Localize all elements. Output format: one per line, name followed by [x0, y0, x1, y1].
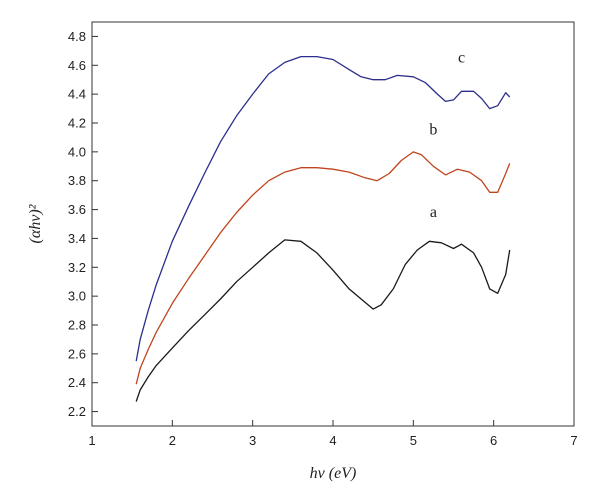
x-axis-label: hν (eV) — [310, 465, 357, 482]
y-tick-label: 4.0 — [68, 144, 86, 159]
series-labels: a b c — [429, 49, 465, 220]
x-axis-ticks: 1 2 3 4 5 6 7 — [88, 420, 578, 448]
y-tick-label: 2.2 — [68, 404, 86, 419]
y-tick-label: 3.6 — [68, 202, 86, 217]
x-tick-label: 7 — [570, 433, 577, 448]
x-tick-label: 6 — [490, 433, 497, 448]
x-tick-label: 4 — [329, 433, 336, 448]
y-tick-label: 3.4 — [68, 231, 86, 246]
y-tick-label: 4.6 — [68, 58, 86, 73]
series-line-b — [135, 151, 511, 385]
y-tick-label: 2.6 — [68, 346, 86, 361]
series-label-c: c — [458, 49, 465, 66]
y-tick-label: 2.4 — [68, 375, 86, 390]
x-tick-label: 5 — [410, 433, 417, 448]
y-tick-label: 2.8 — [68, 318, 86, 333]
x-tick-label: 1 — [88, 433, 95, 448]
y-axis-ticks: 2.2 2.4 2.6 2.8 3.0 3.2 3.4 3.6 3.8 4.0 4.2 4.4 4.6 4… — [68, 29, 98, 419]
series-lines — [135, 55, 511, 402]
y-tick-label: 4.8 — [68, 29, 86, 44]
y-tick-label: 4.2 — [68, 116, 86, 131]
series-label-a: a — [430, 204, 437, 221]
x-tick-label: 3 — [249, 433, 256, 448]
y-axis-label: (αhν)² — [27, 203, 44, 243]
series-line-a — [135, 239, 511, 402]
series-label-b: b — [429, 122, 437, 139]
y-tick-label: 3.2 — [68, 260, 86, 275]
y-tick-label: 3.0 — [68, 289, 86, 304]
series-line-c — [135, 55, 511, 362]
x-tick-label: 2 — [169, 433, 176, 448]
y-tick-label: 3.8 — [68, 173, 86, 188]
plot-frame — [91, 21, 575, 427]
y-tick-label: 4.4 — [68, 87, 86, 102]
